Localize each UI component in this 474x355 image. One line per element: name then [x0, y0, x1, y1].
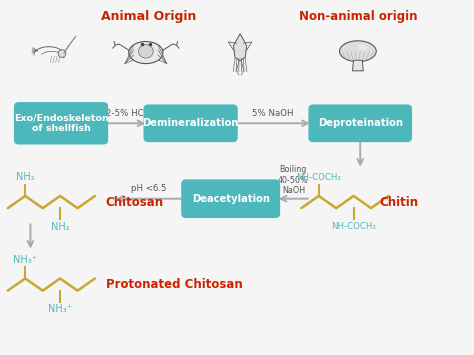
Ellipse shape — [138, 45, 153, 58]
FancyBboxPatch shape — [14, 102, 108, 144]
Text: NH₃⁺: NH₃⁺ — [13, 255, 37, 265]
Ellipse shape — [358, 45, 367, 50]
Text: Demineralization: Demineralization — [142, 118, 239, 128]
Ellipse shape — [58, 50, 66, 58]
Text: Non-animal origin: Non-animal origin — [299, 10, 417, 23]
Text: Exo/Endoskeleton
of shellfish: Exo/Endoskeleton of shellfish — [14, 113, 109, 133]
Text: Chitin: Chitin — [379, 196, 418, 209]
Text: Boiling
40-50%
NaOH: Boiling 40-50% NaOH — [278, 165, 309, 195]
Text: Deacetylation: Deacetylation — [191, 194, 270, 204]
Text: Protonated Chitosan: Protonated Chitosan — [106, 278, 243, 291]
Text: pH <6.5: pH <6.5 — [131, 184, 167, 193]
FancyBboxPatch shape — [181, 179, 280, 218]
Text: NH-COCH₃: NH-COCH₃ — [296, 173, 341, 182]
Text: 2-5% HCl: 2-5% HCl — [106, 109, 146, 118]
Text: NH₂: NH₂ — [51, 222, 69, 232]
Text: NH-COCH₃: NH-COCH₃ — [331, 222, 376, 231]
FancyBboxPatch shape — [144, 104, 238, 142]
Text: NH₃⁺: NH₃⁺ — [48, 304, 72, 314]
Text: Animal Origin: Animal Origin — [100, 10, 196, 23]
Polygon shape — [234, 34, 246, 61]
Text: NH₂: NH₂ — [16, 172, 35, 182]
Text: 5% NaOH: 5% NaOH — [252, 109, 294, 118]
FancyBboxPatch shape — [309, 104, 412, 142]
Text: Deproteination: Deproteination — [318, 118, 403, 128]
Polygon shape — [353, 60, 363, 71]
Ellipse shape — [129, 42, 163, 64]
Ellipse shape — [339, 41, 376, 62]
Text: Chitosan: Chitosan — [106, 196, 164, 209]
